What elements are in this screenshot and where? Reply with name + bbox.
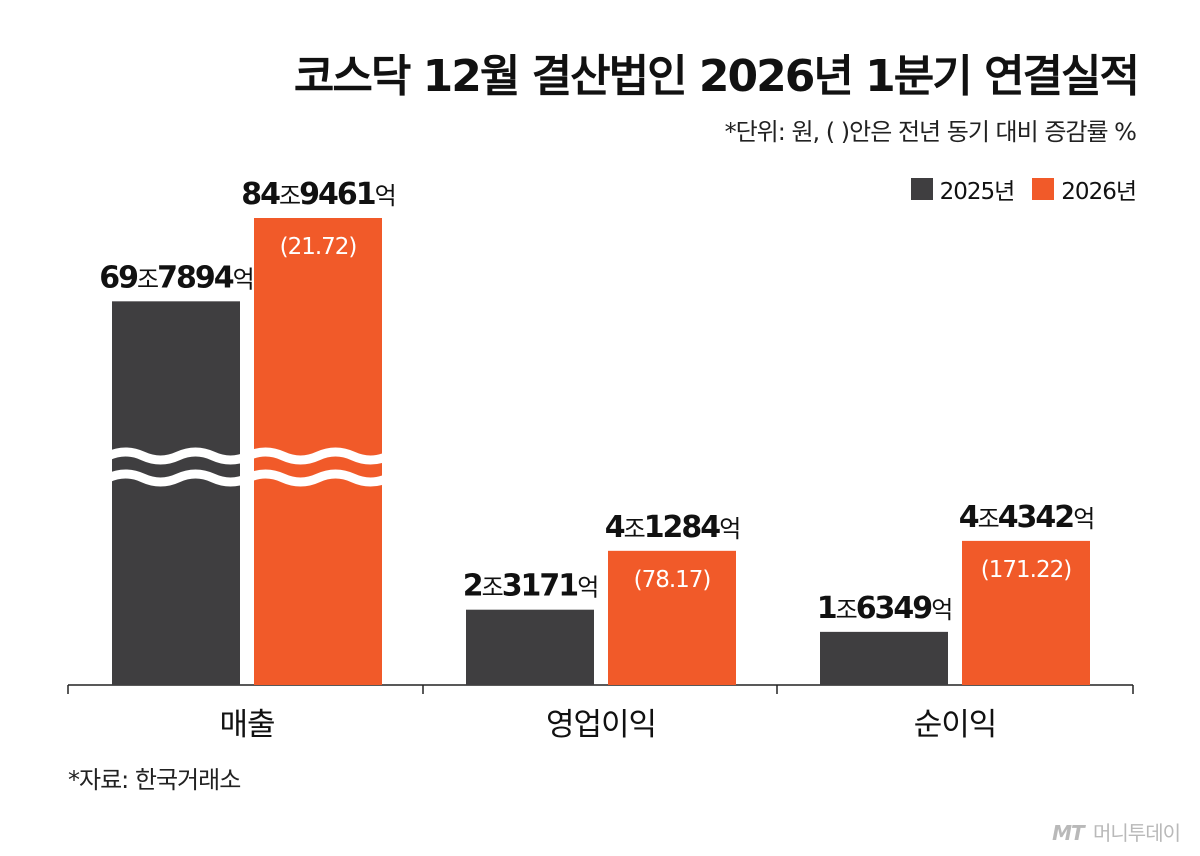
value-label-2-0: 1조6349억 bbox=[817, 591, 952, 626]
legend-item-2025: 2025년 bbox=[910, 172, 1016, 206]
axis-break-wave-0 bbox=[106, 447, 390, 465]
change-label-2: (171.22) bbox=[981, 557, 1071, 583]
axis-break-wave-1 bbox=[106, 469, 390, 487]
legend-label-2025: 2025년 bbox=[939, 179, 1016, 205]
bar-2-0 bbox=[820, 631, 948, 685]
category-label-2: 순이익 bbox=[914, 707, 997, 743]
brand-logo: MT 머니투데이 bbox=[1052, 817, 1181, 846]
legend-item-2026: 2026년 bbox=[1032, 172, 1137, 206]
legend-swatch-2025 bbox=[910, 178, 933, 200]
source-note: *자료: 한국거래소 bbox=[68, 766, 241, 794]
category-label-0: 매출 bbox=[219, 707, 274, 743]
value-label-0-1: 84조9461억 bbox=[241, 177, 394, 212]
change-label-0: (21.72) bbox=[280, 234, 357, 260]
value-label-2-1: 4조4342억 bbox=[959, 500, 1094, 535]
value-label-0-0: 69조7894억 bbox=[99, 260, 252, 295]
category-label-1: 영업이익 bbox=[546, 707, 656, 743]
bar-1-1 bbox=[608, 550, 736, 685]
chart-title: 코스닥 12월 결산법인 2026년 1분기 연결실적 bbox=[293, 51, 1140, 102]
brand-mark: MT bbox=[1052, 821, 1085, 845]
legend-swatch-2026 bbox=[1032, 178, 1055, 200]
brand-name: 머니투데이 bbox=[1093, 821, 1181, 845]
bar-0-0 bbox=[112, 301, 240, 685]
value-label-1-1: 4조1284억 bbox=[605, 510, 740, 545]
value-label-1-0: 2조3171억 bbox=[463, 569, 598, 604]
legend: 2025년 2026년 bbox=[893, 172, 1137, 206]
legend-label-2026: 2026년 bbox=[1061, 179, 1137, 205]
unit-note: *단위: 원, ( )안은 전년 동기 대비 증감률 % bbox=[724, 118, 1137, 146]
bar-2-1 bbox=[962, 540, 1090, 685]
change-label-1: (78.17) bbox=[634, 567, 711, 593]
bar-1-0 bbox=[466, 609, 594, 685]
